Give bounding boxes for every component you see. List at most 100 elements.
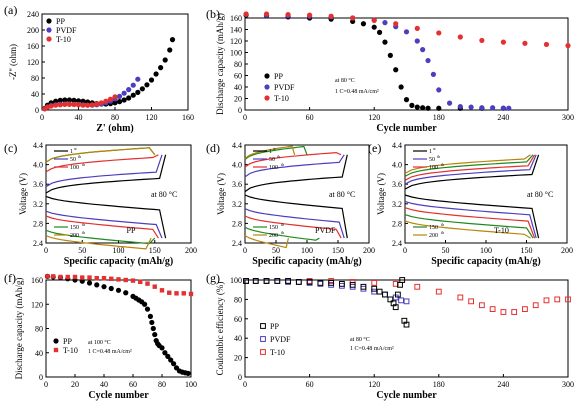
y-tick-label: 0	[238, 106, 242, 115]
data-point	[425, 105, 431, 111]
data-point	[457, 103, 463, 110]
x-axis-label: Cycle number	[376, 390, 437, 401]
data-point	[139, 86, 145, 92]
legend-label: PP	[63, 337, 72, 346]
y-tick-label: 100	[230, 276, 242, 285]
data-point	[101, 275, 107, 281]
data-point	[263, 278, 270, 284]
data-point	[171, 361, 177, 367]
condition-annotation: at 80 °C	[527, 190, 553, 199]
x-tick-label: 80	[111, 113, 119, 122]
y-tick-label: 80	[234, 295, 242, 304]
data-point	[403, 97, 410, 103]
data-point	[543, 41, 550, 48]
legend-label: PP	[270, 322, 279, 331]
cycle-superscript: th	[437, 154, 440, 159]
data-point	[98, 100, 104, 106]
y-tick-label: 80	[234, 60, 242, 69]
x-axis-label: Cycle number	[376, 123, 437, 134]
data-point	[317, 280, 324, 286]
data-point	[414, 25, 420, 31]
y-tick-label: 40	[234, 83, 242, 92]
data-point	[522, 306, 528, 313]
data-point	[403, 29, 410, 35]
data-point	[506, 105, 512, 111]
y-tick-label: 4.4	[232, 141, 242, 150]
data-point	[123, 290, 129, 296]
data-point	[243, 278, 249, 284]
data-point	[53, 102, 59, 108]
voltage-curve	[404, 154, 536, 181]
data-point	[75, 98, 82, 104]
data-point	[543, 297, 550, 304]
data-point	[152, 284, 157, 289]
cycle-superscript: th	[82, 222, 85, 227]
panel-label: (e)	[368, 141, 381, 155]
y-tick-label: 3.2	[232, 200, 242, 209]
data-point	[45, 274, 50, 279]
data-point	[565, 296, 571, 303]
data-point	[436, 30, 442, 36]
panel-label: (b)	[206, 7, 220, 21]
sample-label: PP	[127, 226, 136, 235]
x-tick-label: 0	[403, 246, 407, 255]
legend-marker	[46, 36, 52, 42]
data-point	[174, 291, 179, 296]
cycle-label: 50	[269, 157, 275, 163]
data-point	[425, 57, 431, 64]
data-point	[478, 302, 485, 309]
legend-marker	[264, 95, 270, 101]
data-point	[403, 321, 410, 328]
voltage-curve	[45, 215, 159, 239]
panel-label: (d)	[206, 141, 220, 155]
data-point	[85, 102, 91, 108]
x-tick-label: 300	[562, 113, 574, 122]
data-point	[285, 278, 291, 284]
y-tick-label: 4.0	[232, 161, 242, 170]
legend-label: T-10	[63, 346, 78, 355]
data-point	[376, 29, 383, 35]
cycle-label: 50	[429, 157, 435, 163]
data-point	[371, 17, 377, 23]
data-point	[446, 100, 453, 106]
legend-label: T-10	[270, 348, 285, 357]
legend-label: PVDF	[56, 26, 77, 35]
voltage-curve	[244, 194, 348, 239]
data-point	[103, 98, 109, 104]
data-point	[48, 103, 54, 109]
x-tick-label: 60	[306, 380, 314, 389]
data-point	[65, 274, 70, 280]
y-tick-label: 40	[31, 90, 39, 99]
data-point	[382, 39, 388, 45]
y-tick-label: 0	[238, 373, 242, 382]
y-axis-label: Discharge capacity (mAh/g)	[14, 278, 24, 380]
y-tick-label: 40	[234, 334, 242, 343]
data-point	[80, 98, 86, 104]
data-point	[392, 304, 399, 311]
legend-marker	[46, 27, 52, 33]
panel-label: (f)	[4, 271, 16, 285]
cycle-superscript: th	[281, 162, 284, 167]
data-point	[468, 298, 475, 305]
voltage-curve	[404, 200, 537, 239]
y-axis-label: Voltage (V)	[18, 173, 28, 215]
voltage-curve	[404, 214, 534, 239]
data-point	[399, 277, 406, 283]
data-point	[149, 319, 155, 326]
cycle-label: 100	[269, 165, 278, 171]
x-tick-label: 300	[562, 380, 574, 389]
y-tick-label: 3.6	[232, 180, 242, 189]
data-point	[62, 101, 68, 107]
data-point	[306, 279, 313, 285]
data-point	[522, 40, 528, 46]
data-point	[130, 278, 136, 283]
data-point	[360, 21, 367, 27]
data-point	[252, 278, 259, 284]
x-tick-label: 80	[158, 380, 166, 389]
cycle-label: 150	[429, 225, 438, 231]
data-point	[53, 98, 59, 104]
cycle-superscript: th	[441, 230, 444, 235]
plot-frame	[244, 279, 569, 378]
x-tick-label: 0	[44, 380, 48, 389]
